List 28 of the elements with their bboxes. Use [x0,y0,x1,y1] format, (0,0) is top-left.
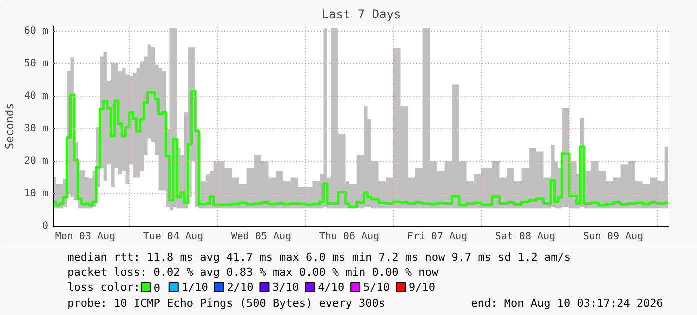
y-tick-label: 30 m [24,123,49,134]
y-tick-label: 40 m [24,90,49,102]
x-tick-label: Sun 09 Aug [583,232,644,242]
y-tick-label: 50 m [24,58,49,70]
y-tick-label: 20 m [24,156,49,167]
text: median rtt: 11.8 ms avg 41.7 ms max 6.0 ms min 7.2 ms now 9.7 ms sd 1.2 am/s [68,251,571,264]
chart-title: Last 7 Days [322,8,402,22]
x-tick-label: Fri 07 Aug [407,232,468,242]
y-tick-label: 0 [42,221,49,232]
text: end: Mon Aug 10 03:17:24 2026 [471,297,664,310]
x-tick-label: Wed 05 Aug [231,232,292,242]
legend-label: 5/10 [364,281,390,294]
x-tick-label: Sat 08 Aug [495,232,556,242]
legend-label: 3/10 [272,281,300,294]
text: probe: 10 ICMP Echo Pings (500 Bytes) every 300s [68,297,386,310]
y-axis-title: Seconds [3,103,16,150]
legend-label: 2/10 [227,281,254,294]
x-tick-label: Tue 04 Aug [143,232,204,242]
legend-label: 4/10 [318,281,345,294]
legend-label: 1/10 [182,281,208,294]
x-tick-label: Mon 03 Aug [55,232,116,242]
legend-label: 9/10 [408,281,436,294]
text: packet loss: 0.02 % avg 0.83 % max 0.00 % min 0.00 % now [68,266,439,279]
y-tick-label: 10 m [24,188,49,200]
y-tick-label: 60 m [24,26,49,37]
x-tick-label: Thu 06 Aug [319,232,380,242]
legend-label: 0 [154,282,161,295]
legend-title: loss color: [68,281,140,294]
